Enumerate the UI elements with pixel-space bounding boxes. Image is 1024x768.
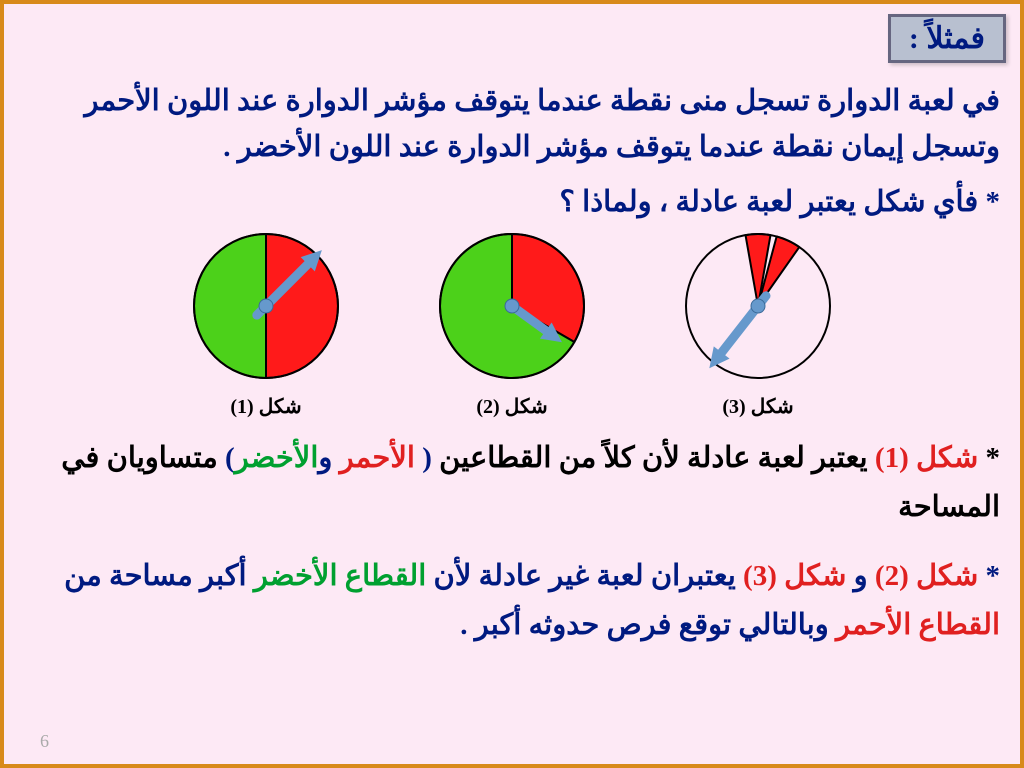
text-span: و [846, 560, 875, 592]
spinner-shape1 [188, 228, 344, 384]
text-span: الأخضر [235, 442, 319, 474]
spinner-unit: شكل (1) [188, 228, 344, 419]
text-span: الأحمر [332, 442, 422, 474]
text-span: يعتبران لعبة غير عادلة لأن [426, 560, 743, 592]
explanation-2: * شكل (2) و شكل (3) يعتبران لعبة غير عاد… [24, 552, 1000, 651]
text-span: * [978, 442, 1000, 474]
spinner-label: شكل (1) [188, 394, 344, 419]
page-number: 6 [40, 731, 49, 752]
spinner-label: شكل (2) [434, 394, 590, 419]
spinner-unit: شكل (3) [680, 228, 836, 419]
spinner-shape2 [434, 228, 590, 384]
text-span: يعتبر لعبة عادلة لأن كلاً من القطاعين [432, 442, 875, 474]
explanation-1: * شكل (1) يعتبر لعبة عادلة لأن كلاً من ا… [24, 434, 1000, 533]
text-span: شكل (1) [875, 442, 978, 474]
text-span: وبالتالي توقع فرص حدوثه أكبر . [460, 609, 836, 641]
text-span: و [318, 442, 332, 474]
text-span: أكبر مساحة من [64, 560, 254, 592]
question-text: * فأي شكل يعتبر لعبة عادلة ، ولماذا ؟ [24, 184, 1000, 219]
intro-text: في لعبة الدوارة تسجل منى نقطة عندما يتوق… [24, 78, 1000, 171]
spinner-label: شكل (3) [680, 394, 836, 419]
text-span: شكل (2) [875, 560, 978, 592]
text-span: * [978, 560, 1000, 592]
spinner-unit: شكل (2) [434, 228, 590, 419]
example-header: فمثلاً : [888, 14, 1006, 63]
text-span: القطاع الأخضر [254, 560, 426, 592]
text-span: القطاع الأحمر [836, 609, 1000, 641]
pin-icon [505, 299, 519, 313]
text-span: ( [422, 442, 432, 474]
text-span: ) [225, 442, 235, 474]
spinners-row: شكل (1) شكل (2) شكل (3) [4, 228, 1020, 419]
pin-icon [259, 299, 273, 313]
spinner-shape3 [680, 228, 836, 384]
text-span: شكل (3) [743, 560, 846, 592]
pin-icon [751, 299, 765, 313]
